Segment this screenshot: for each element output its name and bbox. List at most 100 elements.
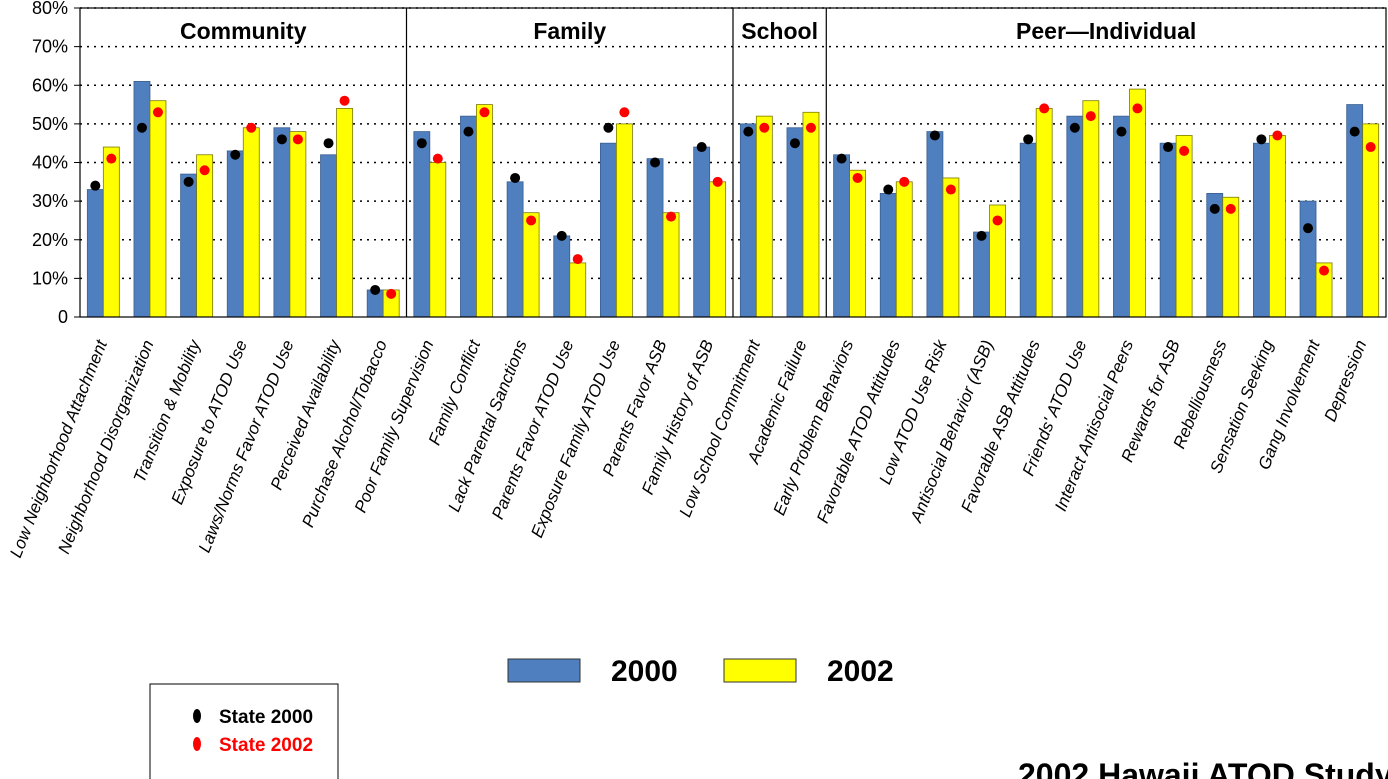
bar-2002: [1175, 135, 1193, 318]
bar-2002: [242, 127, 260, 318]
point-state-2002: [1272, 130, 1283, 141]
category-label: Favorable ATOD Attitudes: [813, 337, 904, 526]
state-legend: State 2000 State 2002: [149, 683, 339, 779]
point-state-2002: [1365, 142, 1376, 153]
legend-swatch-2000: [507, 658, 581, 683]
point-state-2002: [1225, 203, 1236, 214]
bar-2000: [1159, 142, 1177, 318]
bar-2002: [476, 104, 493, 318]
point-state-2002: [945, 184, 956, 195]
point-state-2002: [106, 153, 117, 164]
bar-2002: [522, 212, 540, 318]
bar-2002: [196, 154, 214, 318]
bar-2002: [849, 169, 867, 318]
bar-2000: [133, 80, 151, 318]
bar-2000: [833, 154, 851, 318]
point-state-2002: [759, 122, 770, 133]
point-state-2000: [323, 138, 334, 149]
point-state-2002: [666, 211, 677, 222]
point-state-2002: [526, 215, 537, 226]
bar-2000: [646, 158, 664, 318]
point-state-2002: [1319, 265, 1330, 276]
point-state-2000: [1116, 126, 1127, 137]
bar-2000: [879, 192, 897, 318]
point-state-2000: [976, 230, 987, 241]
bar-2000: [553, 235, 571, 318]
point-state-2000: [650, 157, 661, 168]
point-state-2000: [136, 122, 147, 133]
category-label: Purchase Alcohol/Tobacco: [298, 337, 391, 530]
point-state-2000: [1349, 126, 1360, 137]
point-state-2000: [696, 142, 707, 153]
point-state-2002: [992, 215, 1003, 226]
bar-2002: [1082, 100, 1100, 318]
bar-2000: [506, 181, 524, 318]
group-label: Family: [533, 18, 606, 44]
bar-2000: [320, 154, 337, 318]
bar-2002: [942, 177, 960, 318]
bar-2002: [1129, 88, 1146, 318]
state-2000-dot: [193, 709, 201, 723]
state-legend-label-2000: State 2000: [219, 707, 313, 728]
bar-2002: [615, 123, 633, 318]
y-tick-label: 30%: [32, 191, 68, 211]
study-title: 2002 Hawaii ATOD Study: [1018, 757, 1388, 779]
point-state-2002: [1179, 145, 1190, 156]
point-state-2002: [1085, 111, 1096, 122]
point-state-2000: [1303, 223, 1314, 234]
point-state-2002: [152, 107, 163, 118]
point-state-2000: [743, 126, 754, 137]
point-state-2002: [805, 122, 816, 133]
point-state-2000: [883, 184, 894, 195]
category-label: Depression: [1321, 337, 1371, 424]
y-tick-label: 40%: [32, 153, 68, 173]
bar-2000: [460, 115, 477, 318]
bar-2002: [1268, 135, 1286, 318]
legend-swatch-2002: [723, 658, 797, 683]
y-tick-label: 60%: [32, 75, 68, 95]
point-state-2002: [479, 107, 490, 118]
bar-2000: [86, 189, 104, 318]
point-state-2000: [463, 126, 474, 137]
bar-2000: [1299, 200, 1317, 318]
bar-2000: [786, 127, 804, 318]
y-tick-label: 80%: [32, 0, 68, 18]
point-state-2002: [712, 176, 723, 187]
point-state-2000: [1163, 142, 1174, 153]
bar-2000: [926, 131, 944, 318]
bar-2000: [413, 131, 431, 318]
bar-2002: [755, 115, 773, 318]
legend-label-2000: 2000: [611, 655, 678, 688]
bar-2002: [102, 146, 120, 318]
state-legend-box: [149, 683, 339, 779]
bar-2002: [802, 111, 820, 318]
point-state-2000: [510, 172, 521, 183]
group-labels: Community Family School Peer—Individual: [180, 18, 1196, 44]
point-state-2000: [416, 138, 427, 149]
bar-2002: [289, 131, 307, 318]
y-tick-label: 50%: [32, 114, 68, 134]
bar-2002: [662, 212, 680, 318]
point-state-2000: [230, 149, 241, 160]
group-label: Peer—Individual: [1016, 18, 1196, 44]
point-state-2000: [603, 122, 614, 133]
bar-2000: [1019, 142, 1037, 318]
bar-2000: [1066, 115, 1084, 318]
y-tick-label: 70%: [32, 37, 68, 57]
legend-label-2002: 2002: [827, 655, 894, 688]
category-label: Antisocial Behavior (ASB): [906, 337, 997, 526]
bar-2000: [273, 127, 291, 318]
category-labels: Low Neighborhood AttachmentNeighborhood …: [6, 336, 1370, 560]
y-axis-ticks: 0 10% 20% 30% 40% 50% 60% 70% 80%: [32, 0, 80, 327]
y-tick-label: 20%: [32, 230, 68, 250]
bar-2002: [429, 162, 447, 318]
point-state-2000: [183, 176, 194, 187]
point-state-2002: [572, 254, 583, 265]
bar-2002: [1362, 123, 1380, 318]
point-state-2000: [929, 130, 940, 141]
bar-2000: [599, 142, 617, 318]
group-label: Community: [180, 18, 307, 44]
y-tick-label: 0: [58, 307, 68, 327]
point-state-2002: [852, 172, 863, 183]
